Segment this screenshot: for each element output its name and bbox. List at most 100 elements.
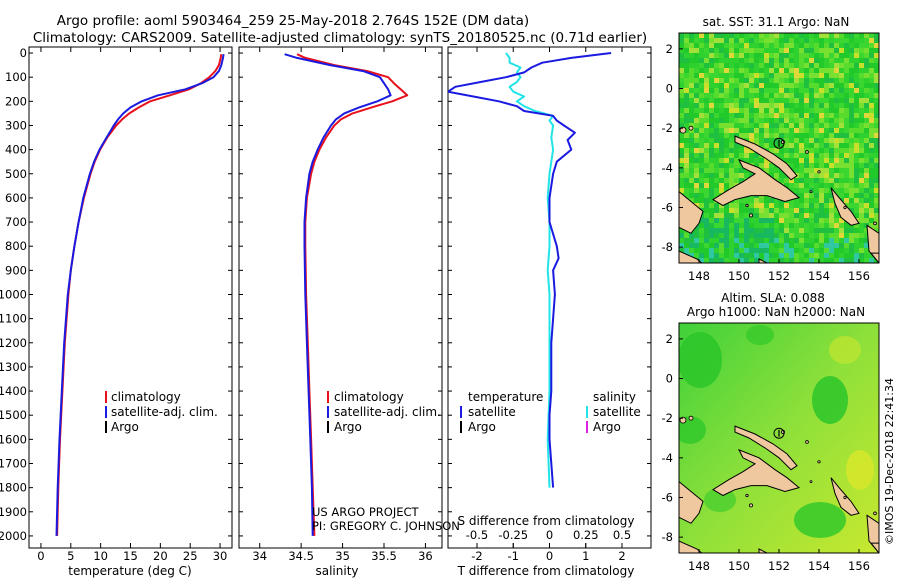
sst-cell <box>779 248 785 254</box>
sst-cell <box>789 53 795 59</box>
sst-cell <box>699 223 705 229</box>
sst-cell <box>699 143 705 149</box>
sst-cell <box>719 173 725 179</box>
sst-cell <box>759 98 765 104</box>
sst-cell <box>734 233 740 239</box>
sst-cell <box>839 38 845 44</box>
sst-cell <box>829 178 835 184</box>
sst-cell <box>824 198 830 204</box>
sst-cell <box>794 83 800 89</box>
sst-cell <box>724 128 730 134</box>
sst-cell <box>739 258 745 263</box>
sst-cell <box>729 68 735 74</box>
sst-cell <box>709 73 715 79</box>
sst-cell <box>729 218 735 224</box>
sst-cell <box>704 218 710 224</box>
sst-cell <box>834 188 840 194</box>
sst-cell <box>824 128 830 134</box>
sst-cell <box>824 188 830 194</box>
sst-cell <box>864 228 870 234</box>
sst-cell <box>699 138 705 144</box>
sst-cell <box>799 48 805 54</box>
sst-cell <box>734 103 740 109</box>
sst-cell <box>689 113 695 119</box>
sst-cell <box>794 233 800 239</box>
sst-cell <box>859 123 865 129</box>
sst-cell <box>804 163 810 169</box>
sst-cell <box>774 258 780 263</box>
sst-cell <box>699 33 705 39</box>
sst-cell <box>709 33 715 39</box>
sst-cell <box>814 128 820 134</box>
sst-cell <box>704 153 710 159</box>
sst-cell <box>784 203 790 209</box>
sst-cell <box>694 138 700 144</box>
sst-cell <box>684 83 690 89</box>
sst-cell <box>834 163 840 169</box>
sst-cell <box>744 63 750 69</box>
sst-cell <box>739 233 745 239</box>
sst-cell <box>719 58 725 64</box>
sst-cell <box>799 73 805 79</box>
sst-cell <box>719 88 725 94</box>
sst-cell <box>799 163 805 169</box>
sst-cell <box>764 158 770 164</box>
sst-cell <box>839 43 845 49</box>
sst-cell <box>754 118 760 124</box>
sst-cell <box>864 208 870 214</box>
sst-cell <box>724 138 730 144</box>
sst-cell <box>874 178 879 184</box>
salinity-x-axis: 34 34.5 35 35.5 36 <box>252 47 433 563</box>
sst-cell <box>699 128 705 134</box>
sst-cell <box>684 178 690 184</box>
sst-cell <box>854 88 860 94</box>
sst-cell <box>684 183 690 189</box>
sst-cell <box>854 103 860 109</box>
sla-blob <box>812 376 848 424</box>
sst-cell <box>739 218 745 224</box>
sst-cell <box>829 168 835 174</box>
sst-cell <box>729 178 735 184</box>
sst-cell <box>679 148 685 154</box>
sst-cell <box>749 83 755 89</box>
credit-pi: PI: GREGORY C. JOHNSON <box>312 519 460 533</box>
sst-cell <box>869 83 875 89</box>
sst-cell <box>794 253 800 259</box>
sst-cell <box>759 208 765 214</box>
sst-cell <box>874 83 879 89</box>
sst-cell <box>704 213 710 219</box>
sst-cell <box>849 48 855 54</box>
sst-cell <box>839 68 845 74</box>
sst-cell <box>814 243 820 249</box>
sst-cell <box>864 168 870 174</box>
sst-cell <box>684 38 690 44</box>
sst-cell <box>794 178 800 184</box>
sst-cell <box>749 208 755 214</box>
sst-cell <box>854 228 860 234</box>
sst-cell <box>704 228 710 234</box>
sst-cell <box>699 173 705 179</box>
sst-cell <box>709 208 715 214</box>
depth-tick-label: 1100 <box>0 312 27 326</box>
sst-cell <box>794 48 800 54</box>
sst-cell <box>749 98 755 104</box>
sst-cell <box>839 248 845 254</box>
sst-cell <box>819 38 825 44</box>
sst-cell <box>844 48 850 54</box>
temperature-series <box>55 54 225 536</box>
depth-tick-label: 800 <box>5 239 27 253</box>
sst-cell <box>749 243 755 249</box>
sst-cell <box>704 133 710 139</box>
sst-cell <box>839 88 845 94</box>
sst-cell <box>764 143 770 149</box>
sst-cell <box>744 43 750 49</box>
sst-cell <box>869 253 875 259</box>
sst-cell <box>684 78 690 84</box>
sst-cell <box>789 63 795 69</box>
sst-cell <box>679 248 685 254</box>
sst-cell <box>709 163 715 169</box>
sst-cell <box>859 68 865 74</box>
sst-cell <box>694 118 700 124</box>
land-polygon <box>679 190 704 234</box>
sst-cell <box>814 58 820 64</box>
